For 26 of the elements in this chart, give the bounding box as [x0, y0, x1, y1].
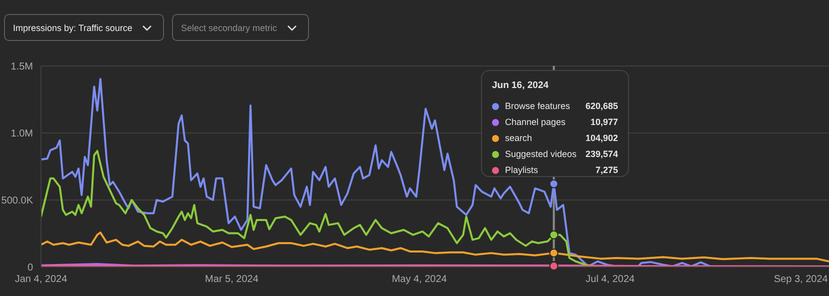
y-tick-label: 500.0K: [1, 196, 34, 207]
line-series: [41, 232, 829, 262]
legend-label: Browse features: [505, 101, 572, 111]
point: [549, 248, 558, 258]
x-tick-label: Jul 4, 2024: [586, 274, 636, 286]
text: Select secondary metric: [181, 23, 278, 33]
legend-label: Playlists: [505, 165, 540, 175]
legend-label: Channel pages: [505, 117, 567, 127]
x-tick-label: Sep 3, 2024: [774, 274, 828, 286]
text: Impressions by: Traffic source: [13, 23, 132, 33]
annotation: 620,685: [585, 101, 618, 111]
annotation: 239,574: [585, 149, 618, 159]
annotation: 7,275: [595, 165, 618, 175]
y-tick-label: 0: [27, 262, 34, 274]
point: [549, 179, 558, 188]
annotation: 104,902: [585, 133, 618, 143]
legend-label: search: [505, 133, 534, 143]
point: [549, 230, 558, 240]
y-tick-label: 1.5M: [10, 62, 33, 73]
x-tick-label: Jan 4, 2024: [14, 274, 68, 286]
legend-title: Jun 16, 2024: [492, 80, 550, 91]
annotation: 10,977: [590, 117, 618, 127]
x-tick-label: Mar 5, 2024: [205, 274, 259, 286]
y-tick-label: 1.0M: [10, 128, 33, 140]
legend-label: Suggested videos: [505, 149, 578, 159]
x-tick-label: May 4, 2024: [392, 274, 448, 286]
